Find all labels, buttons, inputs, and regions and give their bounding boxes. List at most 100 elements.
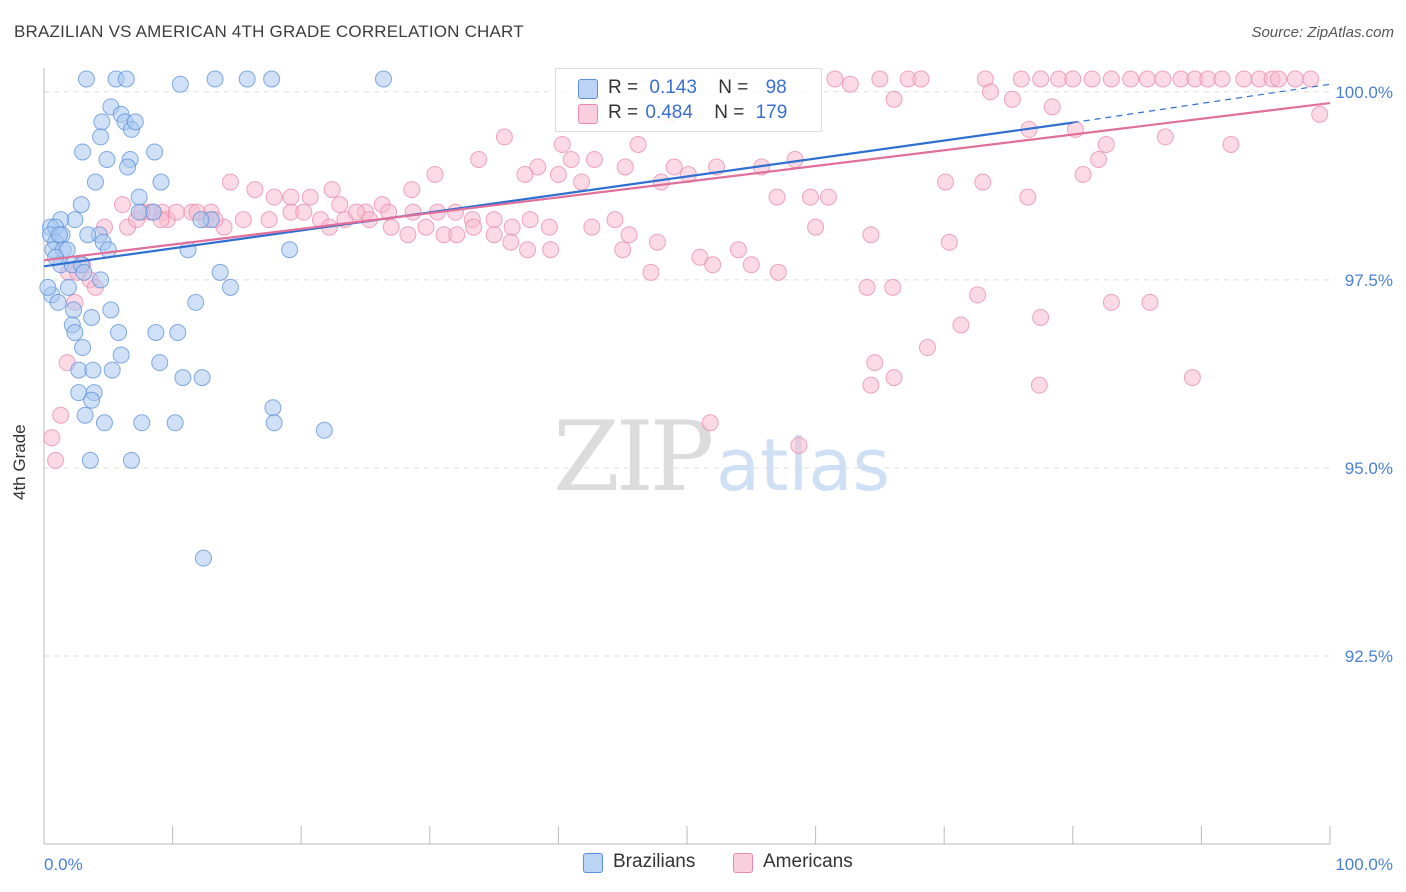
legend-r-label: R = — [608, 77, 639, 98]
american-point — [542, 241, 560, 259]
american-point — [562, 150, 580, 168]
american-point — [331, 196, 349, 214]
american-point — [495, 128, 513, 146]
american-point — [981, 83, 999, 101]
legend-n-label: N = — [714, 102, 745, 123]
y-tick-label: 100.0% — [1335, 83, 1393, 102]
brazilian-point — [375, 70, 393, 88]
brazilian-point — [238, 70, 256, 88]
american-point — [382, 218, 400, 236]
american-point — [347, 203, 365, 221]
american-point — [620, 226, 638, 244]
american-point — [516, 166, 534, 184]
source-credit: Source: ZipAtlas.com — [1251, 24, 1394, 41]
x-tick-label-min: 0.0% — [44, 855, 83, 874]
brazilian-point — [192, 211, 210, 229]
chart-title: BRAZILIAN VS AMERICAN 4TH GRADE CORRELAT… — [14, 22, 524, 41]
american-point — [786, 150, 804, 168]
brazilian-point — [264, 399, 282, 417]
american-point — [1286, 70, 1304, 88]
legend-n-value: 98 — [765, 77, 787, 98]
american-point — [1156, 128, 1174, 146]
legend-r-value: 0.143 — [649, 77, 697, 98]
american-point — [1222, 135, 1240, 153]
american-point — [936, 173, 954, 191]
american-point — [404, 203, 422, 221]
american-point — [426, 166, 444, 184]
american-point — [866, 354, 884, 372]
brazilian-point — [171, 75, 189, 93]
brazilian-point — [99, 241, 117, 259]
brazilian-point — [93, 113, 111, 131]
american-point — [1235, 70, 1253, 88]
american-point — [399, 226, 417, 244]
american-point — [614, 241, 632, 259]
watermark-atlas: atlas — [716, 423, 890, 507]
american-point — [606, 211, 624, 229]
american-point — [1102, 70, 1120, 88]
legend-text-brazilians: R = 0.143 N = 98 — [608, 77, 787, 99]
american-point — [529, 158, 547, 176]
bottom-legend-americans: Americans — [733, 851, 853, 873]
american-point — [1032, 70, 1050, 88]
american-point — [447, 203, 465, 221]
american-point — [485, 226, 503, 244]
american-point — [295, 203, 313, 221]
american-point — [52, 406, 70, 424]
brazilian-point — [49, 293, 67, 311]
american-point — [871, 70, 889, 88]
american-point — [1154, 70, 1172, 88]
brazilian-point — [74, 339, 92, 357]
american-point — [1270, 70, 1288, 88]
american-point — [1030, 376, 1048, 394]
brazilian-point — [130, 188, 148, 206]
legend-r-value: 0.484 — [645, 102, 693, 123]
american-point — [1003, 90, 1021, 108]
american-point — [1097, 135, 1115, 153]
brazilian-point — [211, 263, 229, 281]
american-point — [502, 233, 520, 251]
brazilian-point — [77, 70, 95, 88]
y-axis-label: 4th Grade — [10, 424, 29, 500]
brazilian-point — [98, 150, 116, 168]
american-point — [648, 233, 666, 251]
brazilian-point — [263, 70, 281, 88]
american-point — [742, 256, 760, 274]
brazilian-point — [76, 406, 94, 424]
american-point — [701, 414, 719, 432]
bottom-legend-brazilians: Brazilians — [583, 851, 695, 873]
american-point — [417, 218, 435, 236]
american-point — [485, 211, 503, 229]
american-point — [1012, 70, 1030, 88]
american-point — [629, 135, 647, 153]
brazilians-trend-line — [43, 121, 1073, 268]
american-point — [1064, 70, 1082, 88]
brazilian-point — [66, 211, 84, 229]
american-point — [1138, 70, 1156, 88]
brazilian-point — [102, 301, 120, 319]
american-point — [819, 188, 837, 206]
american-point — [1311, 105, 1329, 123]
brazilian-point — [59, 278, 77, 296]
brazilian-point — [92, 128, 110, 146]
brazilian-point — [95, 414, 113, 432]
legend-swatch-pink — [578, 104, 598, 124]
legend-r-label: R = — [608, 102, 639, 123]
american-point — [1141, 293, 1159, 311]
y-tick-label: 95.0% — [1345, 459, 1393, 478]
y-tick-label: 92.5% — [1345, 647, 1393, 666]
legend-swatch-pink — [733, 853, 753, 873]
brazilian-point — [117, 70, 135, 88]
brazilian-point — [221, 278, 239, 296]
brazilian-point — [193, 369, 211, 387]
american-point — [553, 135, 571, 153]
brazilian-point — [152, 173, 170, 191]
american-point — [1032, 308, 1050, 326]
brazilian-point — [206, 70, 224, 88]
brazilian-point — [122, 451, 140, 469]
y-tick-label: 97.5% — [1345, 271, 1393, 290]
american-point — [573, 173, 591, 191]
gridlines — [44, 91, 1330, 657]
american-point — [790, 436, 808, 454]
american-point — [1102, 293, 1120, 311]
